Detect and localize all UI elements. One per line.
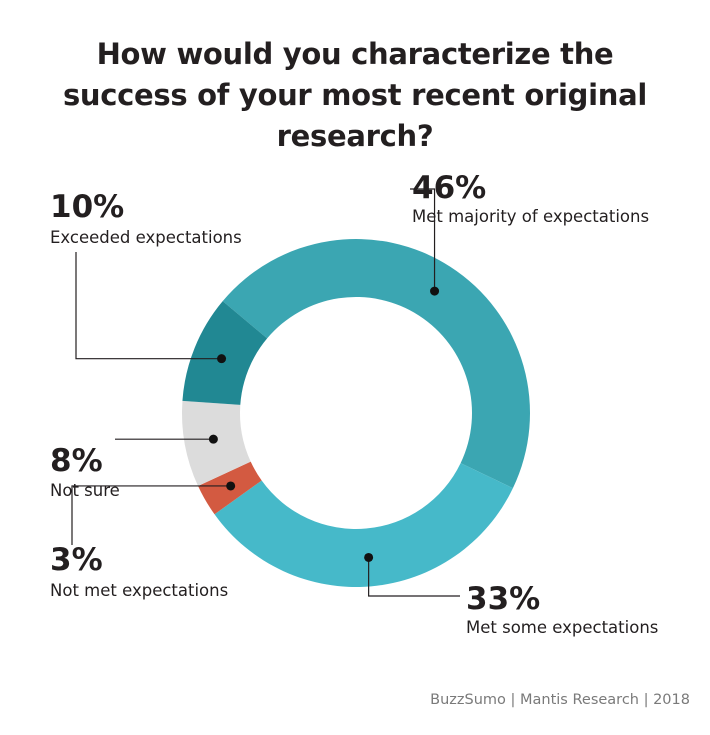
leader-dot-met-some	[364, 552, 374, 562]
donut-slices	[182, 238, 531, 587]
slice-not-sure	[182, 400, 251, 486]
leader-line-met-majority	[410, 188, 436, 292]
title-line-3: research?	[276, 119, 434, 153]
slice-label-not-met: Not met expectations	[50, 581, 228, 600]
title-line-2: success of your most recent original	[62, 78, 648, 112]
leader-dot-not-sure	[208, 434, 218, 444]
source-credit: BuzzSumo | Mantis Research | 2018	[430, 692, 690, 708]
leader-line-not-met	[71, 485, 231, 545]
slice-met-some	[214, 463, 513, 587]
leader-line-exceeded	[75, 252, 222, 360]
pct-label-met-majority: 46%	[412, 170, 486, 206]
slice-label-met-some: Met some expectations	[466, 618, 658, 637]
pct-label-not-met: 3%	[50, 542, 103, 578]
title-line-1: How would you characterize the	[96, 37, 614, 71]
slice-met-majority	[222, 238, 531, 489]
slice-exceeded	[182, 301, 268, 405]
pct-label-met-some: 33%	[466, 581, 540, 617]
slice-annotations: 46% Met majority of expectations 33% Met…	[50, 170, 658, 637]
slice-label-met-majority: Met majority of expectations	[412, 207, 649, 226]
leader-lines	[71, 188, 460, 597]
pct-label-not-sure: 8%	[50, 443, 103, 479]
slice-label-exceeded: Exceeded expectations	[50, 228, 242, 247]
pct-label-exceeded: 10%	[50, 189, 124, 225]
leader-dot-exceeded	[217, 354, 227, 364]
chart-title: How would you characterize the success o…	[20, 34, 690, 157]
leader-dot-not-met	[226, 481, 236, 491]
slice-label-not-sure: Not sure	[50, 481, 120, 500]
leader-line-met-some	[368, 557, 460, 597]
leader-dot-met-majority	[430, 286, 440, 296]
